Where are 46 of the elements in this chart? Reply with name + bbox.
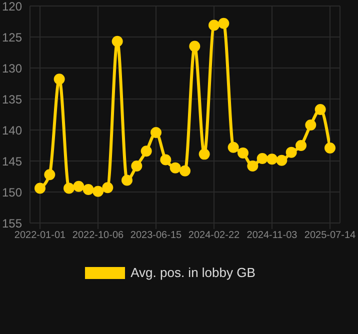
y-tick-label: 155 [2,216,22,230]
point [150,126,162,138]
point [34,182,46,194]
point [198,148,210,160]
point [286,146,297,158]
point [266,154,278,165]
point [170,162,181,174]
point [324,142,336,154]
point [228,142,239,153]
point [314,104,326,116]
x-tick-label: 2025-07-14 [304,230,356,242]
point [189,40,200,52]
point [92,186,104,197]
y-tick-label: 120 [2,0,22,14]
point [112,36,123,47]
point [140,146,152,157]
point [54,74,65,85]
y-tick-label: 135 [2,92,22,106]
x-tick-label: 2022-10-06 [72,230,124,242]
y-tick-label: 145 [2,154,22,168]
y-tick-label: 150 [2,185,22,200]
point [64,182,74,194]
point [180,165,190,176]
y-tick-label: 140 [2,123,22,138]
point [276,154,288,166]
point [247,160,258,172]
point [305,120,316,131]
point [102,182,114,194]
x-tick-label: 2024-11-03 [246,230,298,242]
legend-label: Avg. pos. in lobby GB [130,265,256,280]
x-tick-label: 2022-01-01 [14,230,66,242]
point [44,169,56,180]
x-tick-label: 2023-06-15 [130,230,182,242]
point [208,20,220,31]
y-tick-label: 125 [2,30,22,44]
point [296,140,306,151]
y-tick-label: 130 [2,61,22,76]
x-tick-label: 2024-02-22 [188,230,240,242]
point [82,184,94,196]
point [122,174,132,186]
point [73,180,84,192]
point [160,154,172,166]
point [218,18,230,29]
point [256,153,268,164]
point [131,160,142,172]
point [238,147,248,158]
